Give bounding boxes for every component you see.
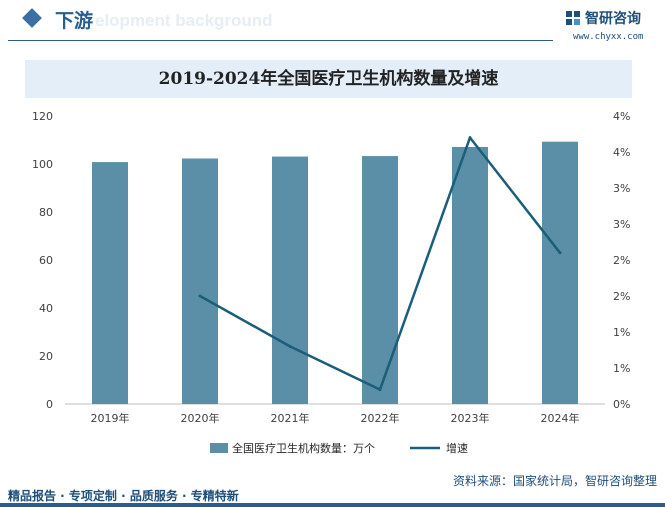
logo-mark-icon (566, 11, 580, 25)
growth-point (288, 344, 292, 348)
right-axis-tick-label: 1% (613, 326, 630, 339)
x-axis-tick-label: 2022年 (361, 411, 400, 425)
right-axis-tick-label: 1% (613, 362, 630, 375)
left-axis-tick-label: 40 (39, 302, 53, 315)
left-axis-tick-label: 20 (39, 350, 53, 363)
growth-point (468, 136, 472, 140)
bar (452, 146, 488, 404)
header: 下游 elopment background 智研咨询 www.chyxx.co… (0, 0, 665, 44)
x-axis-tick-label: 2021年 (271, 411, 310, 425)
right-axis-tick-label: 4% (613, 110, 630, 123)
chart-title: 2019-2024年全国医疗卫生机构数量及增速 (158, 69, 499, 89)
growth-point (198, 294, 202, 298)
right-axis-tick-label: 3% (613, 218, 630, 231)
x-axis-tick-label: 2019年 (91, 411, 130, 425)
header-divider (8, 40, 553, 41)
bar (272, 156, 308, 404)
left-axis-tick-label: 80 (39, 206, 53, 219)
footer-bar (0, 503, 665, 507)
brand-logo: 智研咨询 www.chyxx.com (565, 8, 661, 44)
x-axis-tick-label: 2024年 (541, 411, 580, 425)
left-axis-tick-label: 0 (46, 398, 53, 411)
bar (362, 156, 398, 404)
section-title: 下游 (55, 10, 94, 32)
right-axis-tick-label: 0% (613, 398, 630, 411)
legend-swatch-bar (210, 443, 228, 453)
right-axis-tick-label: 2% (613, 254, 630, 267)
bar (92, 162, 128, 404)
bar (542, 141, 578, 404)
growth-point (558, 251, 562, 255)
diamond-bullet-icon (22, 8, 42, 28)
chart: 0 20 40 60 80 100 120 0% 1% 1% 2% 2% 3% 3% 4% 4% 2019年 20… (32, 110, 630, 455)
legend-label-line: 增速 (446, 441, 468, 455)
x-axis-tick-label: 2023年 (451, 411, 490, 425)
legend-label-bar: 全国医疗卫生机构数量：万个 (232, 441, 375, 455)
growth-point (378, 388, 382, 392)
logo-url: www.chyxx.com (573, 32, 644, 42)
background-watermark-text: elopment background (95, 11, 273, 30)
logo-name: 智研咨询 (585, 11, 641, 27)
data-source: 资料来源：国家统计局，智研咨询整理 (452, 474, 657, 488)
right-axis-tick-label: 3% (613, 182, 630, 195)
left-axis-tick-label: 120 (32, 110, 53, 123)
right-axis-tick-label: 2% (613, 290, 630, 303)
footer-slogan: 精品报告 · 专项定制 · 品质服务 · 专精特新 (8, 489, 239, 503)
chart-title-band: 2019-2024年全国医疗卫生机构数量及增速 (25, 60, 632, 98)
bar (182, 158, 218, 404)
left-axis-tick-label: 60 (39, 254, 53, 267)
right-axis-tick-label: 4% (613, 146, 630, 159)
left-axis-tick-label: 100 (32, 158, 53, 171)
x-axis-tick-label: 2020年 (181, 411, 220, 425)
